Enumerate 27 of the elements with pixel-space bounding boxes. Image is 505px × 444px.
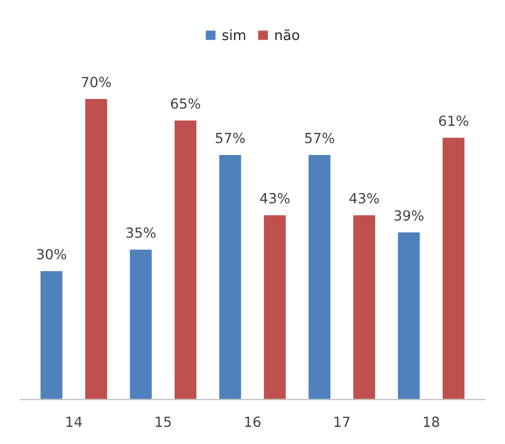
bar	[307, 154, 332, 400]
bar	[39, 270, 64, 400]
legend-label: não	[275, 29, 300, 40]
data-label: 65%	[171, 98, 200, 109]
bar	[262, 214, 288, 400]
data-label: 70%	[82, 76, 111, 88]
x-tick-label: 16	[245, 416, 260, 428]
data-label: 61%	[439, 116, 468, 126]
bar	[128, 248, 154, 400]
bar	[352, 214, 376, 400]
data-label: 43%	[349, 192, 379, 204]
legend-label: sim	[222, 29, 246, 40]
bar	[441, 136, 466, 400]
data-label: 43%	[260, 192, 290, 204]
data-label: 39%	[394, 210, 424, 221]
bar	[396, 231, 422, 400]
x-tick-label: 14	[66, 416, 82, 427]
x-tick-label: 18	[424, 416, 440, 428]
x-tick-label: 17	[334, 416, 350, 427]
data-label: 57%	[216, 132, 245, 144]
data-label: 30%	[37, 248, 66, 260]
bar	[218, 154, 242, 400]
data-label: 35%	[126, 227, 156, 238]
data-label: 57%	[305, 132, 334, 144]
x-tick-label: 15	[156, 416, 171, 428]
bar	[173, 119, 198, 400]
bar	[84, 98, 108, 400]
